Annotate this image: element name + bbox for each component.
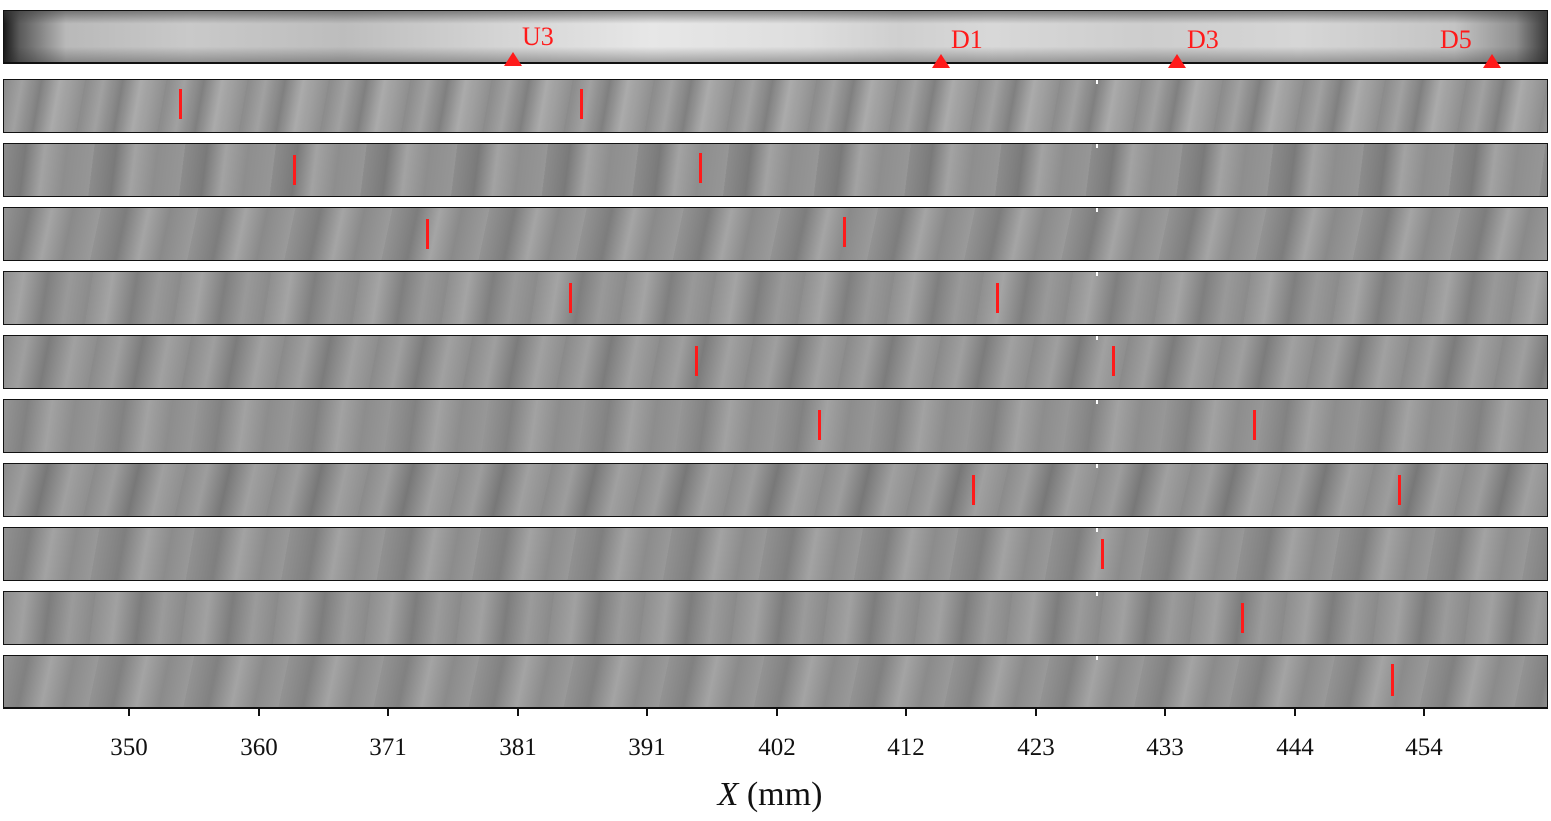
x-tick bbox=[128, 707, 130, 716]
x-tick bbox=[646, 707, 648, 716]
marker-strip-2-end bbox=[699, 153, 702, 183]
x-tick-label: 350 bbox=[110, 734, 148, 761]
marker-strip-4-start bbox=[569, 283, 572, 313]
marker-strip-4-end bbox=[996, 283, 999, 313]
x-tick-label: 391 bbox=[628, 734, 666, 761]
probe-d3-triangle bbox=[1168, 54, 1186, 68]
probe-d3-label: D3 bbox=[1187, 25, 1219, 54]
x-tick-label: 444 bbox=[1276, 734, 1314, 761]
x-tick bbox=[517, 707, 519, 716]
x-tick bbox=[1035, 707, 1037, 716]
image-strip-6 bbox=[3, 399, 1548, 453]
probe-d5-triangle bbox=[1483, 54, 1501, 68]
probe-d1-triangle bbox=[932, 54, 950, 68]
marker-strip-7-start bbox=[972, 475, 975, 505]
x-tick bbox=[258, 707, 260, 716]
x-axis-unit: (mm) bbox=[738, 776, 823, 813]
marker-strip-1-start bbox=[179, 89, 182, 119]
x-tick-label: 371 bbox=[369, 734, 407, 761]
marker-strip-8-start bbox=[1101, 539, 1104, 569]
x-tick bbox=[387, 707, 389, 716]
x-tick bbox=[776, 707, 778, 716]
marker-strip-6-end bbox=[1253, 410, 1256, 440]
x-tick bbox=[1294, 707, 1296, 716]
x-tick-label: 360 bbox=[240, 734, 278, 761]
x-tick-label: 412 bbox=[887, 734, 925, 761]
x-axis-title: X (mm) bbox=[660, 776, 880, 814]
x-tick bbox=[905, 707, 907, 716]
image-strip-4 bbox=[3, 271, 1548, 325]
image-strip-7 bbox=[3, 463, 1548, 517]
reference-strip bbox=[3, 10, 1548, 64]
x-axis-line bbox=[3, 707, 1548, 709]
x-tick bbox=[1423, 707, 1425, 716]
marker-strip-5-start bbox=[695, 346, 698, 376]
marker-strip-10-start bbox=[1391, 664, 1394, 696]
probe-d5-label: D5 bbox=[1440, 25, 1472, 54]
probe-d1-label: D1 bbox=[951, 25, 983, 54]
image-strip-1 bbox=[3, 79, 1548, 133]
marker-strip-9-start bbox=[1241, 603, 1244, 633]
image-strip-3 bbox=[3, 207, 1548, 261]
image-strip-8 bbox=[3, 527, 1548, 581]
x-tick-label: 433 bbox=[1146, 734, 1184, 761]
image-strip-5 bbox=[3, 335, 1548, 389]
probe-u3-triangle bbox=[504, 52, 522, 66]
x-axis-variable: X bbox=[717, 776, 739, 813]
marker-strip-7-end bbox=[1398, 475, 1401, 505]
x-tick-label: 381 bbox=[499, 734, 537, 761]
probe-u3-label: U3 bbox=[522, 22, 554, 51]
marker-strip-3-start bbox=[426, 219, 429, 249]
image-strip-2 bbox=[3, 143, 1548, 197]
x-tick-label: 402 bbox=[758, 734, 796, 761]
image-strip-10 bbox=[3, 655, 1548, 709]
marker-strip-2-start bbox=[293, 155, 296, 185]
marker-strip-3-end bbox=[843, 217, 846, 247]
marker-strip-5-end bbox=[1112, 346, 1115, 376]
marker-strip-1-end bbox=[580, 89, 583, 119]
x-tick-label: 423 bbox=[1017, 734, 1055, 761]
x-tick-label: 454 bbox=[1405, 734, 1443, 761]
x-tick bbox=[1164, 707, 1166, 716]
marker-strip-6-start bbox=[818, 410, 821, 440]
image-strip-9 bbox=[3, 591, 1548, 645]
